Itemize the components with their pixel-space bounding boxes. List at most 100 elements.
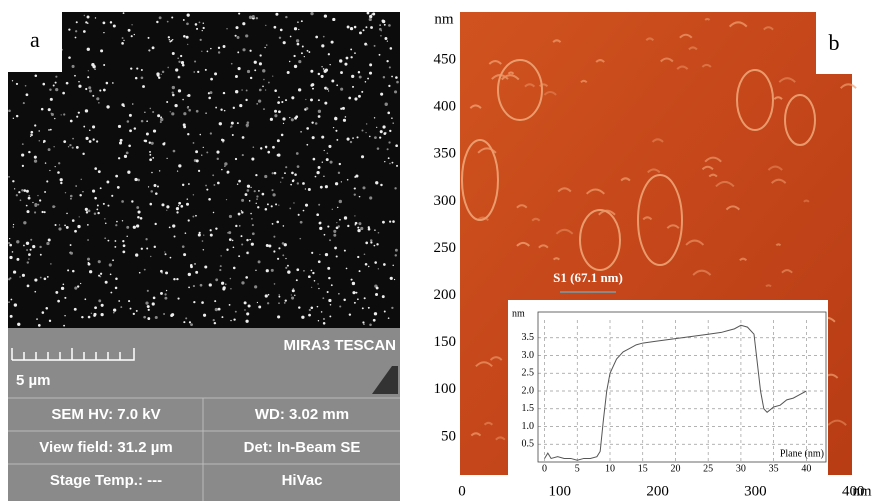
particle — [301, 315, 305, 319]
particle — [214, 300, 217, 303]
particle — [281, 176, 284, 179]
particle — [256, 301, 259, 304]
particle — [320, 311, 323, 313]
particle — [183, 321, 186, 324]
particle — [234, 34, 237, 37]
particle — [104, 280, 108, 284]
particle — [126, 120, 130, 123]
particle — [297, 213, 300, 216]
particle — [387, 157, 390, 160]
particle — [356, 136, 359, 139]
info-cell: Stage Temp.: --- — [50, 472, 162, 489]
particle — [253, 190, 256, 193]
particle — [281, 100, 284, 104]
particle — [368, 265, 370, 268]
particle — [338, 199, 343, 204]
particle — [383, 310, 386, 313]
particle — [353, 25, 357, 29]
particle — [278, 204, 280, 206]
particle — [272, 75, 274, 77]
particle — [180, 60, 185, 65]
particle — [258, 88, 262, 92]
particle — [312, 157, 316, 161]
sem-info-panel — [8, 328, 400, 501]
particle — [48, 129, 50, 131]
particle — [154, 315, 158, 320]
particle — [368, 135, 371, 138]
particle — [70, 198, 72, 200]
afm-feature — [781, 269, 793, 274]
particle — [337, 225, 341, 228]
particle — [265, 244, 269, 247]
particle — [217, 46, 221, 50]
particle — [259, 54, 262, 57]
particle — [254, 69, 257, 72]
particle — [10, 298, 13, 301]
particle — [321, 44, 325, 48]
particle — [264, 89, 267, 91]
particle — [345, 56, 349, 60]
scale-bar — [11, 348, 135, 361]
particle — [140, 247, 143, 250]
particle — [122, 244, 126, 248]
particle — [79, 194, 82, 197]
particle — [380, 34, 382, 37]
particle — [235, 224, 238, 228]
particle — [394, 90, 398, 94]
particle — [115, 224, 118, 227]
particle — [182, 19, 185, 21]
particle — [74, 74, 76, 77]
particle — [278, 302, 280, 304]
particle — [320, 74, 324, 78]
particle — [54, 166, 56, 168]
afm-feature — [469, 104, 482, 109]
particle — [373, 244, 376, 247]
particle — [94, 306, 97, 310]
particle — [177, 205, 180, 207]
particle — [219, 265, 222, 268]
particle — [340, 71, 343, 74]
particle — [389, 162, 391, 165]
particle — [215, 106, 218, 109]
particle — [194, 23, 198, 26]
particle — [93, 314, 96, 317]
particle — [207, 92, 211, 95]
particle — [230, 288, 232, 290]
particle — [276, 153, 280, 157]
x-tick-label: 25 — [703, 463, 713, 474]
particle — [295, 279, 298, 282]
particle — [151, 302, 155, 306]
particle — [271, 189, 274, 192]
particle — [147, 36, 150, 39]
particle — [246, 312, 250, 316]
particle — [258, 305, 262, 309]
particle — [217, 307, 221, 311]
particle — [102, 88, 106, 92]
particle — [202, 313, 207, 317]
particle — [275, 12, 279, 16]
particle — [364, 262, 368, 266]
particle — [324, 86, 327, 90]
particle — [86, 22, 89, 24]
particle — [329, 63, 331, 66]
particle — [148, 49, 151, 51]
particle — [373, 117, 376, 119]
particle — [298, 306, 301, 309]
particle — [114, 245, 117, 248]
particle — [38, 130, 40, 132]
particle — [212, 211, 215, 214]
particle — [28, 150, 31, 154]
particle — [338, 162, 342, 166]
particle — [107, 239, 110, 242]
particle — [183, 253, 187, 257]
particle — [392, 122, 394, 124]
particle — [232, 106, 235, 110]
particle — [181, 63, 185, 67]
particle — [131, 24, 133, 26]
particle — [329, 315, 332, 318]
particle — [85, 136, 89, 140]
particle — [62, 91, 65, 95]
particle — [118, 300, 121, 302]
section-label: S1 (67.1 nm) — [553, 270, 623, 285]
particle — [126, 225, 130, 229]
